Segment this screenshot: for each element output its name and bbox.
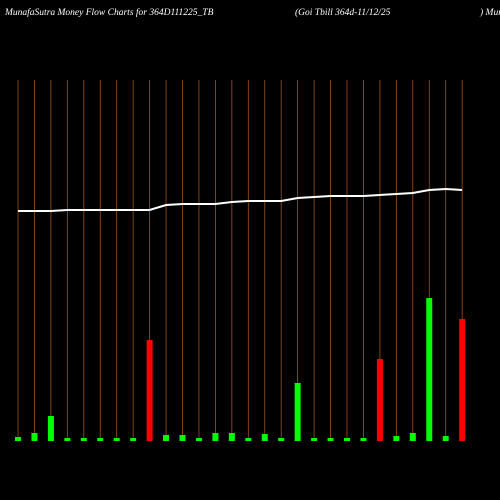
bar xyxy=(15,437,21,441)
bar xyxy=(64,438,71,441)
bar xyxy=(245,438,252,441)
bar xyxy=(459,319,466,441)
bar xyxy=(311,438,318,441)
bar xyxy=(442,436,449,441)
bar xyxy=(409,433,416,441)
bar xyxy=(163,435,170,441)
bar xyxy=(97,438,104,441)
bar xyxy=(327,438,334,441)
bar xyxy=(113,438,120,441)
line xyxy=(18,187,463,212)
chart-title-right: ) Munafa xyxy=(479,7,500,18)
bar xyxy=(393,436,400,441)
bar xyxy=(376,359,383,441)
bar xyxy=(228,433,235,441)
bar xyxy=(360,438,367,441)
bar xyxy=(261,434,268,441)
bar xyxy=(278,438,285,441)
bar xyxy=(426,298,433,441)
bar xyxy=(195,438,202,441)
chart-title: MunafaSutra Money Flow Charts for 364D11… xyxy=(4,7,214,18)
chart-subtitle: (Goi Tbill 364d-11/12/25 xyxy=(295,7,391,18)
bar xyxy=(179,435,186,441)
bar xyxy=(31,433,38,441)
bar xyxy=(80,438,87,441)
bar xyxy=(146,340,153,441)
bar xyxy=(294,383,301,441)
bar xyxy=(130,438,137,441)
bar xyxy=(47,416,54,441)
bar xyxy=(212,433,219,441)
bar xyxy=(344,438,350,441)
